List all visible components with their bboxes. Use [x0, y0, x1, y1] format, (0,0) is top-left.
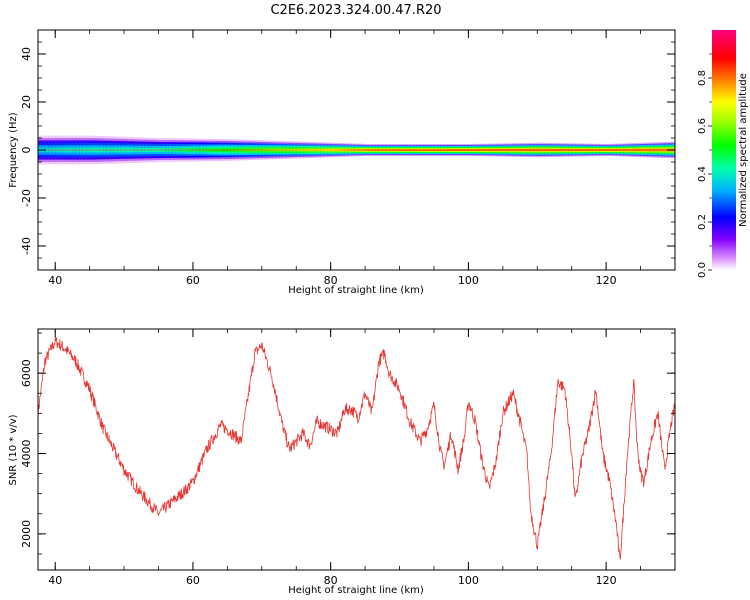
spectrogram-xlabel: Height of straight line (km)	[288, 285, 424, 296]
snr-xtick-label: 120	[596, 574, 617, 587]
snr-xtick-label: 40	[48, 574, 62, 587]
spectrogram-ticks: 40 60 80 100 120 40 20 0 -20 -40	[20, 29, 676, 287]
snr-ytick-label: 6000	[20, 359, 33, 387]
spectrogram-ytick-label: 20	[20, 95, 33, 109]
spectrogram-xtick-label: 40	[48, 274, 62, 287]
snr-ylabel: SNR (10 * v/v)	[8, 414, 19, 485]
snr-ytick-label: 4000	[20, 440, 33, 468]
snr-ticks: 40 60 80 100 120 6000 4000 2000	[20, 329, 676, 587]
snr-xtick-label: 80	[324, 574, 338, 587]
colorbar-ticks: 0.0 0.2 0.4 0.6 0.8	[697, 53, 712, 278]
colorbar-tick-label: 0.0	[697, 262, 708, 278]
snr-xtick-label: 60	[186, 574, 200, 587]
colorbar-tick-label: 0.4	[697, 166, 708, 182]
snr-series-line	[38, 335, 675, 560]
colorbar-gradient	[712, 30, 736, 270]
colorbar-tick-label: 0.8	[697, 70, 708, 86]
snr-panel: 40 60 80 100 120 6000 4000 2000 Height of strai…	[8, 328, 676, 596]
colorbar-tick-label: 0.6	[697, 118, 708, 134]
spectrogram-ytick-label: 40	[20, 47, 33, 61]
colorbar: 0.0 0.2 0.4 0.6 0.8 Normalized spectral ampl…	[697, 30, 749, 278]
spectrogram-band	[38, 135, 675, 165]
colorbar-tick-label: 0.2	[697, 214, 708, 230]
spectrogram-ytick-label: 0	[20, 147, 33, 154]
spectrogram-panel: 40 60 80 100 120 40 20 0 -20 -40 Height of straig…	[8, 29, 676, 296]
snr-ytick-label: 2000	[20, 520, 33, 548]
snr-frame	[37, 328, 676, 571]
spectrogram-xtick-label: 120	[596, 274, 617, 287]
spectrogram-xtick-label: 60	[186, 274, 200, 287]
spectrogram-ylabel: Frequency (Hz)	[8, 112, 19, 188]
snr-xlabel: Height of straight line (km)	[288, 585, 424, 596]
spectrogram-xtick-label: 100	[458, 274, 479, 287]
spectrogram-ytick-label: -40	[20, 237, 33, 255]
spectrogram-xtick-label: 80	[324, 274, 338, 287]
snr-xtick-label: 100	[458, 574, 479, 587]
spectrogram-ytick-label: -20	[20, 189, 33, 207]
colorbar-label: Normalized spectral amplitude	[738, 73, 749, 227]
figure-title: C2E6.2023.324.00.47.R20	[270, 3, 441, 18]
